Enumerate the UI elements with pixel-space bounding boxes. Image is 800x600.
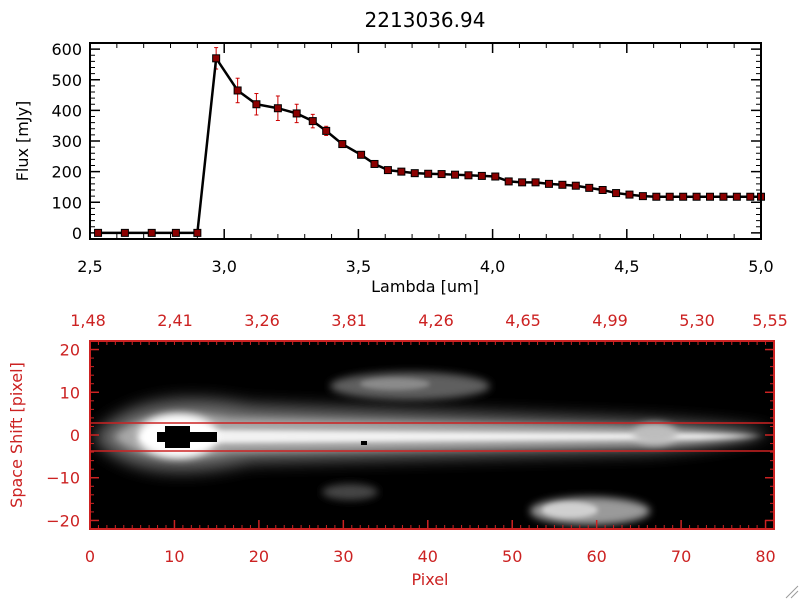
top-x-tick-label: 2,5 — [77, 257, 102, 276]
top-y-tick-label: 300 — [51, 132, 82, 151]
heatmap-top-tick-label: 4,26 — [418, 311, 454, 330]
lower-blob-core — [542, 502, 598, 518]
data-point — [732, 192, 741, 201]
data-point — [518, 178, 527, 187]
data-point — [193, 228, 202, 237]
data-point — [273, 104, 282, 113]
trace-core — [140, 428, 765, 446]
masked-pixel-3 — [361, 441, 367, 445]
heatmap-y-tick-label: 20 — [60, 341, 80, 360]
heatmap-x-tick-label: 0 — [85, 547, 95, 566]
lower-faint-blob — [322, 484, 378, 500]
data-point — [652, 192, 661, 201]
heatmap-x-tick-label: 70 — [671, 547, 691, 566]
top-y-tick-label: 100 — [51, 193, 82, 212]
masked-pixels-2 — [165, 426, 190, 448]
data-point — [477, 171, 486, 180]
heatmap-top-tick-label: 5,30 — [679, 311, 715, 330]
data-point — [625, 190, 634, 199]
top-x-axis-label: Lambda [um] — [371, 277, 479, 296]
heatmap-x-tick-label: 20 — [249, 547, 269, 566]
data-point — [504, 177, 513, 186]
heatmap-image — [95, 372, 770, 525]
data-point — [292, 109, 301, 118]
data-point — [383, 166, 392, 175]
heatmap-top-tick-label: 4,65 — [505, 311, 541, 330]
heatmap-y-tick-label: −20 — [46, 511, 80, 530]
data-point — [451, 170, 460, 179]
top-x-tick-label: 4,0 — [480, 257, 505, 276]
data-point — [397, 167, 406, 176]
bright-blob-right — [633, 423, 677, 445]
data-point — [692, 192, 701, 201]
data-point — [370, 159, 379, 168]
heatmap-y-tick-label: 10 — [60, 383, 80, 402]
heatmap-x-tick-label: 50 — [502, 547, 522, 566]
heatmap-y-axis-label: Space Shift [pixel] — [7, 362, 26, 508]
data-point — [252, 100, 261, 109]
heatmap-x-axis-label: Pixel — [411, 570, 448, 589]
heatmap-y-tick-label: 0 — [70, 426, 80, 445]
data-point — [612, 189, 621, 198]
chart-title: 2213036.94 — [365, 8, 486, 32]
top-x-tick-label: 3,5 — [346, 257, 371, 276]
top-x-tick-label: 4,5 — [614, 257, 639, 276]
data-point — [94, 228, 103, 237]
heatmap-top-tick-label: 1,48 — [70, 311, 106, 330]
data-point — [322, 126, 331, 135]
data-point — [212, 54, 221, 63]
heatmap-frame — [89, 340, 775, 530]
top-y-axis-label: Flux [mJy] — [13, 101, 32, 182]
data-point — [719, 192, 728, 201]
heatmap-top-tick-label: 4,99 — [592, 311, 628, 330]
heatmap-x-tick-label: 80 — [755, 547, 775, 566]
series-line-flux — [98, 54, 761, 235]
data-point — [437, 170, 446, 179]
heatmap-top-tick-label: 5,55 — [752, 311, 788, 330]
heatmap-top-tick-label: 3,81 — [331, 311, 367, 330]
data-point — [598, 186, 607, 194]
heatmap-x-tick-label: 10 — [164, 547, 184, 566]
heatmap-y-tick-label: −10 — [46, 469, 80, 488]
upper-nebulosity-core — [360, 378, 430, 390]
data-point — [147, 228, 156, 237]
data-point — [665, 192, 674, 201]
data-point — [171, 228, 180, 237]
data-point — [746, 192, 755, 201]
data-point — [464, 171, 473, 180]
data-point — [120, 228, 129, 237]
heatmap-x-tick-label: 30 — [333, 547, 353, 566]
heatmap-x-tick-label: 60 — [586, 547, 606, 566]
data-point — [585, 183, 594, 192]
data-point — [706, 192, 715, 201]
top-y-tick-label: 400 — [51, 101, 82, 120]
data-point — [424, 169, 433, 178]
top-y-tick-label: 500 — [51, 71, 82, 90]
resize-grip-icon[interactable] — [785, 585, 799, 599]
data-point — [410, 169, 419, 178]
data-point — [338, 140, 347, 149]
top-plot-frame — [89, 42, 762, 240]
data-point — [357, 150, 366, 159]
top-x-tick-label: 3,0 — [211, 257, 236, 276]
top-x-tick-label: 5,0 — [748, 257, 773, 276]
data-point — [531, 178, 540, 187]
top-y-tick-label: 200 — [51, 163, 82, 182]
data-point — [638, 192, 647, 201]
data-point — [571, 181, 580, 190]
heatmap-top-tick-label: 2,41 — [157, 311, 193, 330]
data-point — [308, 117, 317, 126]
heatmap-top-tick-label: 3,26 — [244, 311, 280, 330]
heatmap-x-tick-label: 40 — [418, 547, 438, 566]
top-y-tick-label: 600 — [51, 40, 82, 59]
data-point — [544, 179, 553, 188]
data-point — [679, 192, 688, 201]
top-chart-markers — [94, 54, 765, 237]
data-point — [558, 180, 567, 189]
top-chart-ticks: 2,5 3,0 3,5 4,0 4,5 5,0 0 100 200 300 400 500 600 — [51, 40, 773, 276]
data-point — [491, 172, 500, 181]
data-point — [233, 86, 242, 95]
top-y-tick-label: 0 — [72, 224, 82, 243]
